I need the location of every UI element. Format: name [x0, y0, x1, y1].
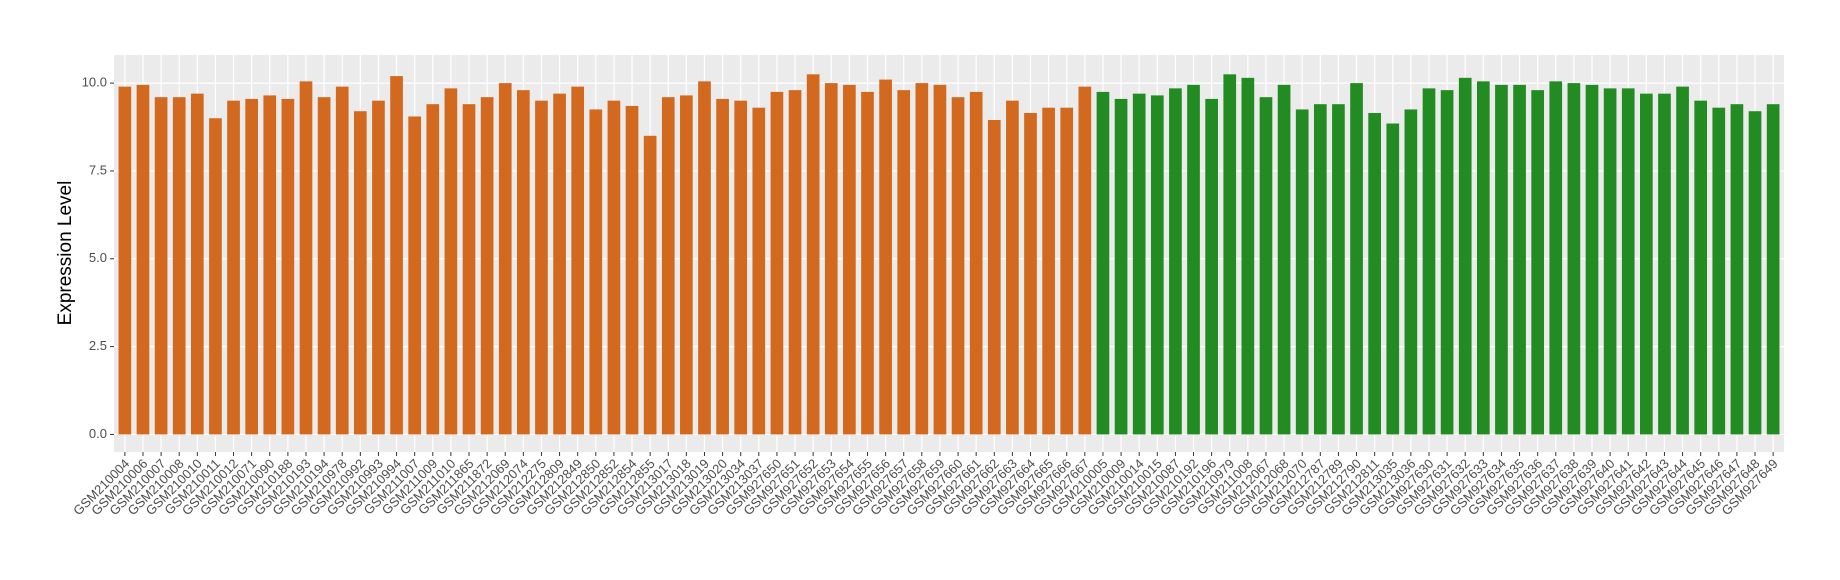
- bar: [1585, 84, 1599, 435]
- y-tick-label: 7.5: [89, 162, 107, 177]
- bar: [118, 86, 132, 435]
- bar: [589, 109, 603, 435]
- bar: [843, 84, 856, 435]
- bar: [1730, 104, 1744, 435]
- bar: [915, 83, 929, 435]
- bar: [897, 90, 911, 435]
- bar: [1640, 93, 1653, 435]
- bar: [480, 97, 494, 435]
- bar: [553, 93, 566, 435]
- bar: [1241, 77, 1255, 435]
- bar: [1096, 91, 1110, 435]
- bar: [1676, 86, 1689, 435]
- bar: [190, 93, 204, 435]
- bar: [1567, 83, 1581, 435]
- bar: [1350, 83, 1363, 435]
- bar: [1476, 81, 1490, 435]
- bar: [661, 97, 675, 435]
- bar: [770, 91, 784, 435]
- bar: [861, 91, 874, 435]
- bar: [1332, 104, 1345, 435]
- bar: [698, 81, 711, 435]
- bar: [172, 97, 186, 435]
- bar: [1078, 86, 1092, 435]
- bar: [933, 84, 947, 435]
- bar: [1549, 81, 1563, 435]
- bar: [335, 86, 349, 435]
- bar: [1042, 107, 1055, 435]
- bar: [1024, 112, 1037, 435]
- bar: [625, 105, 639, 435]
- bar: [1621, 88, 1635, 435]
- bar: [987, 119, 1001, 435]
- bar: [426, 104, 440, 435]
- bar: [1169, 88, 1182, 435]
- bar: [1766, 104, 1780, 435]
- bar: [752, 107, 766, 435]
- bar: [1187, 84, 1200, 435]
- bar: [136, 84, 150, 435]
- bar: [1422, 88, 1436, 435]
- bar: [154, 97, 168, 435]
- bar: [734, 100, 748, 435]
- bar: [281, 98, 295, 435]
- y-tick-label: 0.0: [89, 426, 107, 441]
- bar: [517, 90, 530, 435]
- bar: [263, 95, 277, 435]
- bar: [390, 76, 403, 435]
- bar: [498, 83, 512, 435]
- bar: [372, 100, 385, 435]
- bar: [571, 86, 585, 435]
- bar: [1712, 107, 1726, 435]
- bar: [317, 97, 331, 435]
- bar: [1295, 109, 1309, 435]
- bar: [1277, 84, 1291, 435]
- bar: [969, 91, 983, 435]
- bar: [1440, 90, 1454, 435]
- bar: [879, 79, 892, 435]
- bar: [209, 118, 222, 435]
- bar: [1114, 98, 1128, 435]
- bar: [1748, 111, 1762, 435]
- bar: [1694, 100, 1708, 435]
- bar: [1132, 93, 1146, 435]
- bar: [299, 81, 313, 435]
- bar: [227, 100, 240, 435]
- bar: [1458, 77, 1472, 435]
- bar: [716, 98, 729, 435]
- bar: [1368, 112, 1381, 435]
- bar: [353, 111, 367, 435]
- bar: [1060, 107, 1074, 435]
- y-tick-label: 2.5: [89, 338, 107, 353]
- bar: [1313, 104, 1327, 435]
- bar: [824, 83, 838, 435]
- bar: [444, 88, 458, 435]
- bar: [680, 95, 693, 435]
- bar: [408, 116, 422, 435]
- bar: [788, 90, 802, 435]
- bar: [1386, 123, 1400, 435]
- bar: [462, 104, 476, 435]
- bar: [643, 135, 657, 435]
- bar: [1513, 84, 1526, 435]
- bar: [1495, 84, 1508, 435]
- bar: [245, 98, 258, 435]
- bar: [1531, 90, 1545, 435]
- bar: [951, 97, 965, 435]
- y-axis-title: Expression Level: [55, 181, 76, 326]
- y-tick-label: 5.0: [89, 250, 107, 265]
- bar: [806, 74, 820, 435]
- bar: [535, 100, 548, 435]
- bar: [1603, 88, 1617, 435]
- bar: [607, 100, 621, 435]
- bar: [1404, 109, 1418, 435]
- bar: [1658, 93, 1671, 435]
- bar: [1223, 74, 1237, 435]
- bar: [1205, 98, 1218, 435]
- bar: [1150, 95, 1164, 435]
- y-tick-label: 10.0: [82, 75, 107, 90]
- bar: [1259, 97, 1273, 435]
- bar: [1006, 100, 1019, 435]
